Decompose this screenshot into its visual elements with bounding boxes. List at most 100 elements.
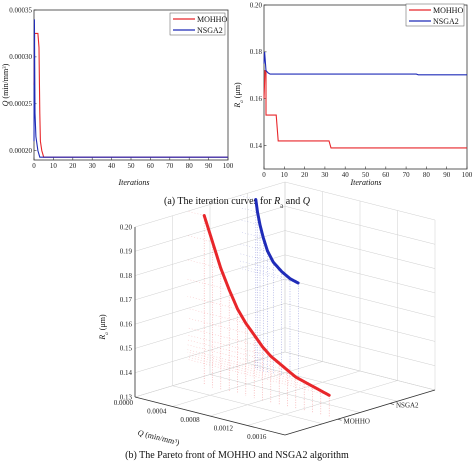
axis-q [134,396,286,436]
x-tick-label: 40 [342,171,350,179]
back-line-mohho [187,327,263,348]
caption-a-r: R [273,196,280,207]
q-tick-label: 0.0016 [247,433,267,441]
x-tick-label: 30 [321,171,329,179]
ra-tick-label: 0.15 [120,345,133,353]
back-line-mohho [187,359,330,396]
caption-a-and: and [283,196,302,207]
algorithm-axis-labels: MOHHO NSGA2 [337,402,419,425]
series-line-nsga2 [33,19,228,158]
floor-grid-c [284,351,436,391]
x-tick-label: 70 [403,171,411,179]
caption-a-prefix: (a) The iteration curves for [164,196,274,207]
back-line-mohho [187,211,205,216]
x-tick-label: 100 [462,171,473,179]
y-axis-label-sub: a [240,100,245,103]
series-line-mohho [263,70,467,149]
x-tick-label: 50 [362,171,370,179]
q-tick-label: 0.0012 [214,424,234,432]
y-axis-label-unit: (min/mm [1,68,10,101]
category-tick [337,418,342,421]
x-tick-label: 20 [301,171,309,179]
back-wall-grid-h [284,278,436,318]
back-line-mohho [187,308,246,324]
q-tick-label: 0.0000 [114,399,134,407]
pareto-front-mohho [202,214,331,397]
back-wall-grid-h [284,181,436,221]
y-tick-label: 0.14 [250,142,263,150]
x-tick-label: 30 [89,162,97,170]
caption-b: (b) The Pareto front of MOHHO and NSGA2 … [125,450,349,461]
x-tick-label: 20 [69,162,77,170]
y-tick-label: 0.16 [250,95,263,103]
category-label-mohho: MOHHO [344,417,370,425]
q-axis-label-unit: (min/mm [142,429,176,446]
x-tick-label: 90 [443,171,451,179]
x-tick-label: 90 [205,162,213,170]
back-wall-grid-h [284,230,436,269]
pareto-series [202,198,331,397]
y-axis-label-sup: 3 [3,66,8,69]
series-group [33,19,228,158]
back-line-mohho [187,279,230,290]
back-line-nsga2 [239,243,268,252]
back-wall-grid-h [284,206,436,245]
q-tick-label: 0.0008 [180,416,200,424]
x-tick-label: 60 [382,171,390,179]
q-axis-label-q: Q [137,428,145,438]
y-tick-label: 0.20 [250,1,263,9]
q-axis-label-close: ) [176,438,181,447]
legend: MOHHO NSGA2 [405,3,465,27]
back-line-mohho [187,344,288,371]
back-line-mohho [187,317,255,336]
q-tick-label: 0.0004 [147,407,167,415]
series-line-mohho [33,32,228,158]
y-tick-labels: 0.00035 0.00030 0.00025 0.00020 [9,6,37,155]
y-tick-label: 0.00020 [9,147,32,155]
y-axis-label-q: Q [1,100,10,106]
back-line-mohho [187,296,238,310]
y-tick-label: 0.18 [250,48,263,56]
back-line-nsga2 [239,260,282,272]
back-line-nsga2 [239,265,291,279]
ra-tick-label: 0.19 [120,248,133,256]
ra-tick-label: 0.20 [120,223,133,231]
side-wall-grid-h [134,206,286,252]
y-tick-label: 0.00025 [9,100,32,108]
projection-clouds [187,195,330,418]
x-tick-label: 80 [423,171,431,179]
3d-box-grid [134,181,436,436]
back-line-mohho [187,351,305,382]
legend-label-mohho: MOHHO [433,6,463,15]
x-tick-label: 0 [32,162,36,170]
y-tick-label: 0.00035 [9,6,32,14]
caption-a-sub: a [280,202,284,210]
x-tick-label: 60 [147,162,155,170]
legend: MOHHO NSGA2 [169,12,227,36]
x-tick-label: 0 [262,171,266,179]
ra-tick-label: 0.17 [120,296,133,304]
x-axis-label: Iterations [117,178,149,187]
floor-grid-c [209,374,361,413]
back-wall-grid-h [284,327,436,366]
q-tick-labels: 0.0000 0.0004 0.0008 0.0012 0.0016 [114,399,267,441]
side-wall-grid-h [134,181,286,228]
back-line-nsga2 [239,219,261,226]
x-axis-label: Iterations [349,178,381,187]
panel-a-left-chart: 0.00035 0.00030 0.00025 0.00020 0 10 20 30 40 50… [1,6,234,187]
ra-tick-labels: 0.20 0.19 0.18 0.17 0.16 0.15 0.14 0.13 [120,223,133,401]
y-axis-label-close: ) [1,63,10,66]
category-label-nsga2: NSGA2 [396,402,419,410]
ra-axis-label-r: R [98,335,107,341]
caption-a-q: Q [303,196,311,207]
x-tick-label: 50 [128,162,136,170]
floor-grid-c [172,385,323,424]
back-wall-grid-h [284,303,436,342]
plot-frame [263,4,468,170]
ra-tick-label: 0.14 [120,369,133,377]
back-line-mohho [187,339,280,364]
back-line-mohho [187,354,313,387]
y-tick-label: 0.00030 [9,53,32,61]
back-line-mohho [187,334,271,357]
